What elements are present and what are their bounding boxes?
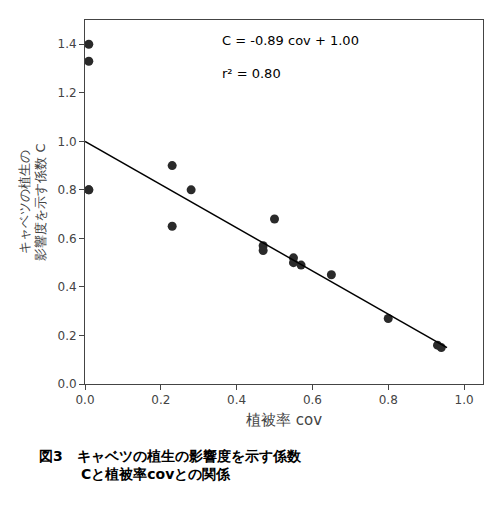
svg-text:r² = 0.80: r² = 0.80 <box>222 66 281 81</box>
svg-text:1.2: 1.2 <box>58 86 77 100</box>
svg-text:0.4: 0.4 <box>58 280 77 294</box>
svg-text:0.2: 0.2 <box>151 393 170 407</box>
svg-text:C = -0.89 cov + 1.00: C = -0.89 cov + 1.00 <box>222 33 359 48</box>
svg-text:1.0: 1.0 <box>455 393 474 407</box>
svg-text:1.4: 1.4 <box>58 37 77 51</box>
svg-text:0.0: 0.0 <box>58 377 77 391</box>
svg-text:キャベツの植生の影響度を示す係数 C: キャベツの植生の影響度を示す係数 C <box>17 143 49 260</box>
svg-text:0.4: 0.4 <box>227 393 246 407</box>
svg-text:0.6: 0.6 <box>303 393 322 407</box>
svg-text:0.6: 0.6 <box>58 232 77 246</box>
svg-text:0.8: 0.8 <box>58 183 77 197</box>
svg-text:1.0: 1.0 <box>58 135 77 149</box>
svg-text:0.0: 0.0 <box>75 393 94 407</box>
svg-text:0.8: 0.8 <box>379 393 398 407</box>
svg-text:0.2: 0.2 <box>58 329 77 343</box>
svg-text:図3 キャベツの植生の影響度を示す係数 Cと植被率cov: 図3 キャベツの植生の影響度を示す係数 Cと植被率covとの関係 <box>39 448 302 482</box>
svg-text:植被率 cov: 植被率 cov <box>246 411 322 429</box>
